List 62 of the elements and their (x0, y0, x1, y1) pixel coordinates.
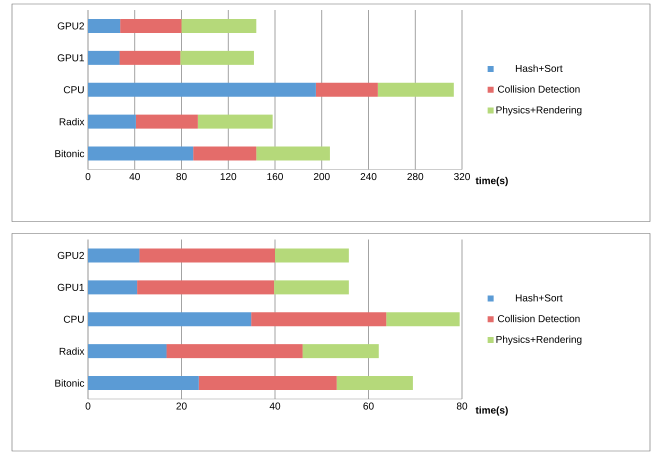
legend-label: Hash+Sort (516, 64, 563, 72)
bar (256, 146, 330, 161)
x-axis-title: time(s) (476, 176, 508, 186)
bar (275, 248, 349, 262)
bar (88, 344, 167, 358)
y-tick-label: Bitonic (55, 150, 84, 158)
bar (198, 114, 273, 129)
y-tick-label: Bitonic (55, 379, 84, 387)
bar (166, 344, 303, 358)
x-tick-label: 240 (360, 173, 376, 180)
y-tick-label: CPU (64, 86, 84, 94)
bar (193, 146, 256, 161)
bar (136, 114, 198, 129)
y-tick-label: GPU1 (58, 284, 84, 291)
legend-label: Physics+Rendering (496, 336, 582, 345)
bar (88, 18, 120, 33)
bar (198, 376, 337, 390)
x-tick-label: 60 (363, 402, 374, 410)
bar (137, 280, 274, 294)
x-tick-label: 200 (314, 173, 330, 180)
x-tick-label: 20 (176, 402, 187, 410)
bar (88, 82, 316, 97)
x-tick-label: 80 (456, 402, 468, 410)
bar (88, 376, 199, 390)
y-tick-label: GPU2 (58, 252, 84, 259)
y-tick-label: GPU2 (58, 22, 84, 30)
bar (302, 344, 379, 358)
y-tick-label: CPU (64, 316, 84, 323)
bar (88, 312, 252, 326)
bar (251, 312, 386, 326)
x-tick-label: 280 (407, 173, 424, 180)
legend-label: Hash+Sort (516, 294, 563, 302)
x-tick-label: 120 (220, 173, 236, 180)
legend-label: Collision Detection (498, 85, 580, 93)
legend-label: Physics+Rendering (496, 106, 582, 116)
x-tick-label: 40 (270, 402, 280, 410)
bar (120, 18, 182, 33)
bar (180, 50, 254, 65)
x-tick-label: 40 (129, 173, 140, 180)
bar (316, 82, 378, 97)
x-axis-title: time(s) (476, 406, 508, 416)
bar (182, 18, 256, 33)
x-tick-label: 160 (267, 173, 283, 180)
legend-label: Collision Detection (498, 314, 580, 322)
bar (88, 248, 140, 262)
bar (139, 248, 276, 262)
bar (378, 82, 454, 97)
y-tick-label: Radix (60, 118, 84, 126)
y-tick-label: GPU1 (58, 54, 84, 62)
x-tick-label: 320 (454, 173, 470, 180)
bar (88, 146, 194, 161)
bar (274, 280, 349, 294)
bar (88, 280, 138, 294)
x-tick-label: 0 (86, 173, 90, 180)
bar (336, 376, 413, 390)
x-tick-label: 0 (86, 402, 90, 410)
y-tick-label: Radix (60, 347, 84, 355)
x-tick-label: 80 (176, 173, 187, 180)
bar (120, 50, 180, 65)
bar (386, 312, 460, 326)
bar (88, 50, 120, 65)
bar (88, 114, 136, 129)
